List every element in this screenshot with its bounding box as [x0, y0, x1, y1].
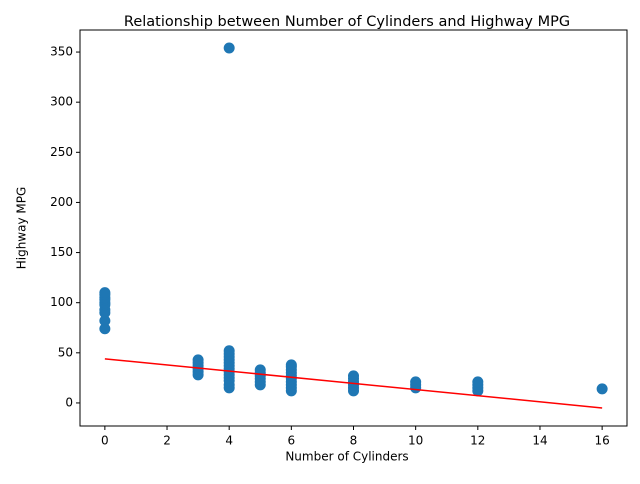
x-tick-label: 10: [408, 434, 423, 448]
x-tick-label: 4: [225, 434, 233, 448]
x-tick-label: 12: [470, 434, 485, 448]
chart-title: Relationship between Number of Cylinders…: [124, 14, 570, 30]
point: [99, 287, 111, 299]
y-tick-label: 100: [50, 295, 73, 309]
x-tick-label: 8: [350, 434, 358, 448]
x-tick-label: 14: [532, 434, 547, 448]
x-tick-label: 6: [288, 434, 296, 448]
point: [223, 345, 235, 357]
y-tick-label: 50: [58, 345, 73, 359]
y-tick-label: 300: [50, 95, 73, 109]
x-axis-label: Number of Cylinders: [285, 450, 408, 464]
point: [99, 323, 111, 335]
y-tick-label: 350: [50, 45, 73, 59]
point: [472, 376, 484, 388]
y-tick-label: 0: [65, 395, 73, 409]
point: [596, 383, 608, 395]
y-tick-label: 150: [50, 245, 73, 259]
point: [410, 376, 422, 388]
point: [348, 370, 359, 382]
x-tick-label: 16: [594, 434, 609, 448]
point: [223, 42, 235, 54]
y-axis-label: Highway MPG: [15, 187, 29, 270]
x-tick-label: 2: [163, 434, 171, 448]
x-tick-label: 0: [101, 434, 109, 448]
y-tick-label: 200: [50, 195, 73, 209]
point: [254, 364, 266, 376]
y-tick-label: 250: [50, 145, 73, 159]
trend-line: [104, 358, 603, 409]
plot-frame: [79, 29, 628, 427]
point: [285, 359, 297, 371]
point: [192, 354, 204, 366]
point: [99, 315, 111, 327]
